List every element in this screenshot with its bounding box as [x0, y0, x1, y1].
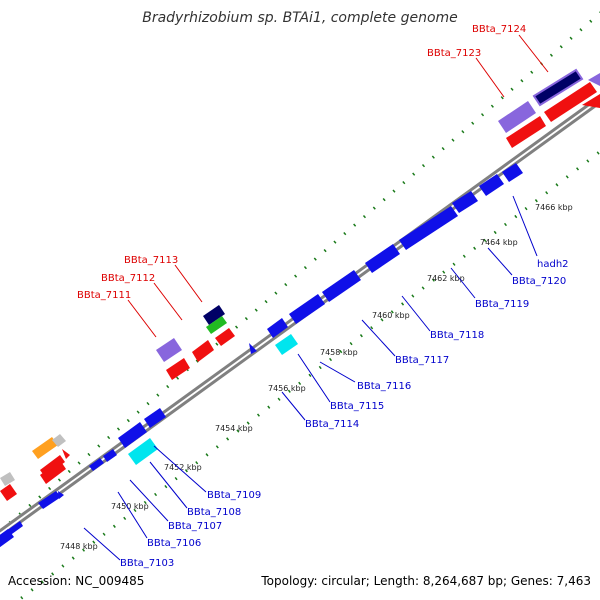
- gene-label[interactable]: BBta_7113: [124, 255, 178, 266]
- tick-label: 7466 kbp: [535, 203, 573, 212]
- tick-label: 7458 kbp: [320, 348, 358, 357]
- gene-label[interactable]: BBta_7107: [168, 521, 222, 532]
- gene-label[interactable]: BBta_7120: [512, 276, 566, 287]
- gene-label[interactable]: BBta_7119: [475, 299, 529, 310]
- gene-feature[interactable]: [267, 318, 288, 338]
- outer-dotted-guide: [0, 11, 600, 534]
- gene-feature[interactable]: [128, 438, 158, 465]
- gene-label[interactable]: BBta_7123: [427, 48, 481, 59]
- gene-feature[interactable]: [192, 340, 214, 362]
- tick-label: 7460 kbp: [372, 311, 410, 320]
- gene-feature[interactable]: [0, 472, 15, 486]
- gene-feature[interactable]: [144, 408, 166, 428]
- tick-label: 7448 kbp: [60, 542, 98, 551]
- gene-label[interactable]: BBta_7109: [207, 490, 261, 501]
- inner-dotted-guide: [16, 149, 600, 600]
- gene-feature[interactable]: [502, 163, 523, 182]
- gene-feature[interactable]: [89, 458, 104, 471]
- gene-feature[interactable]: [532, 68, 584, 107]
- gene-label[interactable]: BBta_7124: [472, 24, 526, 35]
- tick-label: 7464 kbp: [480, 238, 518, 247]
- label-leader-lines: [83, 34, 549, 561]
- gene-feature[interactable]: [249, 343, 257, 354]
- gene-feature[interactable]: [52, 434, 66, 447]
- gene-features: [0, 68, 600, 550]
- tick-label: 7454 kbp: [215, 424, 253, 433]
- gene-label[interactable]: BBta_7115: [330, 401, 384, 412]
- gene-feature[interactable]: [506, 116, 546, 148]
- gene-feature[interactable]: [206, 316, 227, 334]
- gene-label[interactable]: BBta_7106: [147, 538, 201, 549]
- gene-feature[interactable]: [498, 101, 536, 133]
- gene-feature[interactable]: [62, 449, 70, 459]
- gene-feature[interactable]: [365, 244, 400, 273]
- gene-feature[interactable]: [275, 334, 298, 355]
- gene-label[interactable]: BBta_7103: [120, 558, 174, 569]
- gene-label[interactable]: hadh2: [537, 259, 569, 270]
- gene-feature[interactable]: [203, 305, 225, 325]
- genome-title: Bradyrhizobium sp. BTAi1, complete genom…: [142, 10, 458, 26]
- tick-label: 7456 kbp: [268, 384, 306, 393]
- gene-feature[interactable]: [215, 328, 235, 346]
- gene-feature[interactable]: [452, 191, 478, 213]
- gene-feature[interactable]: [289, 294, 325, 324]
- gene-feature[interactable]: [479, 174, 504, 196]
- gene-label[interactable]: BBta_7117: [395, 355, 449, 366]
- tick-label: 7462 kbp: [427, 274, 465, 283]
- gene-feature[interactable]: [0, 529, 14, 550]
- gene-feature[interactable]: [0, 484, 17, 501]
- gene-feature[interactable]: [588, 73, 600, 86]
- gene-label[interactable]: BBta_7118: [430, 330, 484, 341]
- accession-text: Accession: NC_009485: [8, 574, 145, 588]
- gene-label[interactable]: BBta_7112: [101, 273, 155, 284]
- gene-label[interactable]: BBta_7114: [305, 419, 359, 430]
- gene-feature[interactable]: [582, 94, 600, 108]
- gene-label[interactable]: BBta_7108: [187, 507, 241, 518]
- tick-label: 7450 kbp: [111, 502, 149, 511]
- gene-feature[interactable]: [544, 82, 597, 122]
- gene-label[interactable]: BBta_7111: [77, 290, 131, 301]
- gene-feature[interactable]: [38, 491, 61, 509]
- gene-feature[interactable]: [118, 422, 147, 448]
- gene-feature[interactable]: [103, 449, 117, 462]
- gene-labels: BBta_7124 BBta_7123 BBta_7113 BBta_7112 …: [77, 24, 569, 569]
- genome-info-text: Topology: circular; Length: 8,264,687 bp…: [261, 574, 591, 588]
- tick-labels: 7448 kbp 7450 kbp 7452 kbp 7454 kbp 7456…: [60, 203, 573, 551]
- gene-feature[interactable]: [166, 358, 190, 380]
- gene-feature[interactable]: [58, 491, 64, 499]
- tick-label: 7452 kbp: [164, 463, 202, 472]
- gene-feature[interactable]: [399, 206, 458, 250]
- gene-feature[interactable]: [32, 437, 58, 459]
- gene-feature[interactable]: [40, 460, 66, 484]
- gene-feature[interactable]: [156, 338, 182, 362]
- gene-label[interactable]: BBta_7116: [357, 381, 411, 392]
- gene-feature[interactable]: [322, 270, 361, 302]
